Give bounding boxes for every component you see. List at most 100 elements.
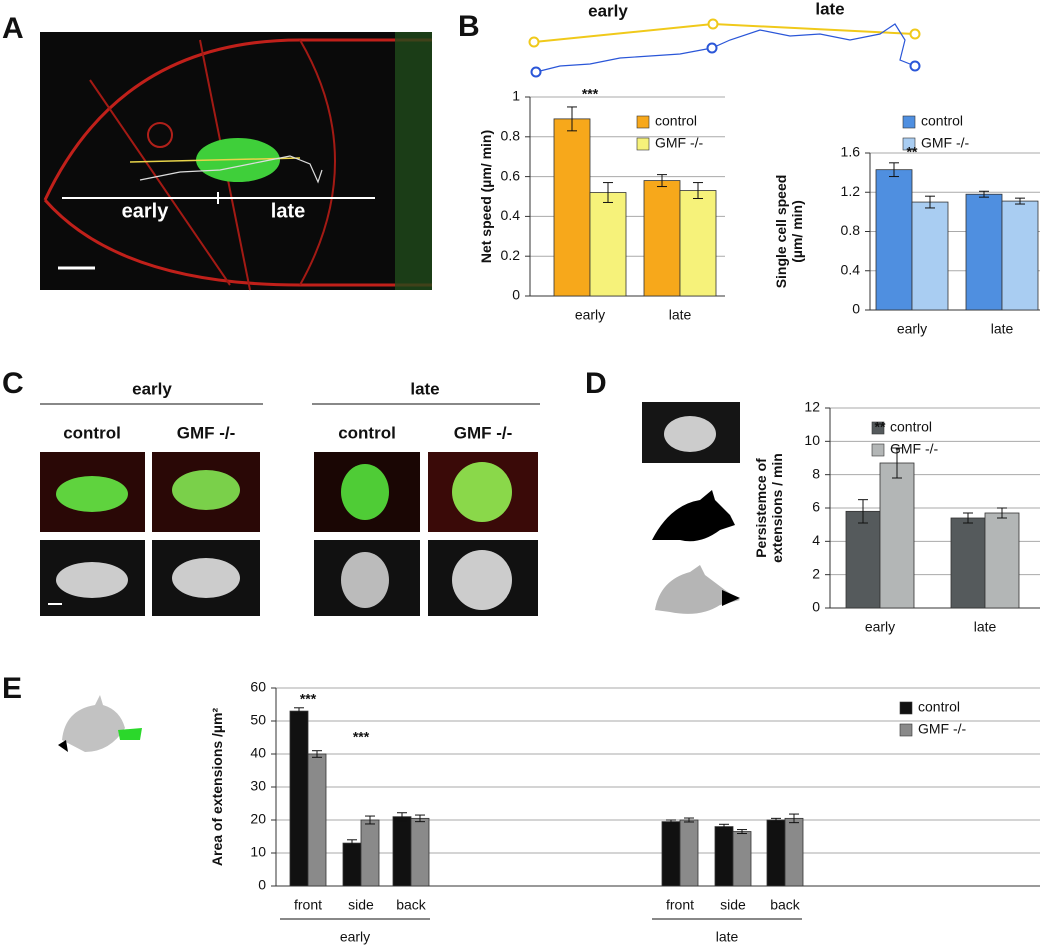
- error-bar: [858, 499, 868, 524]
- x-tick-label: early: [575, 307, 605, 323]
- x-tick-label: early: [897, 321, 927, 337]
- bar: [714, 826, 734, 887]
- y-tick-label: 10: [804, 432, 820, 448]
- bar: [342, 842, 362, 887]
- y-tick-label: 30: [250, 778, 266, 794]
- panel-letter: B: [458, 10, 480, 43]
- y-axis-label: Persistemce ofextensions / min: [753, 453, 785, 563]
- legend-swatch: [899, 701, 913, 715]
- trajectory: early late: [528, 0, 921, 78]
- x-tick-label: front: [666, 897, 694, 913]
- error-bar: [294, 707, 304, 715]
- legend-label: control: [890, 419, 932, 435]
- bar: [879, 462, 915, 609]
- bar: [553, 118, 591, 297]
- micrographs-c: early late control GMF -/- control GMF -…: [40, 379, 540, 616]
- error-bar: [1015, 197, 1025, 205]
- error-bar: [365, 815, 375, 825]
- y-tick-label: 40: [250, 745, 266, 761]
- x-tick-label: back: [770, 897, 801, 913]
- y-tick-label: 0.6: [501, 167, 521, 183]
- legend-swatch: [902, 115, 916, 129]
- y-tick-label: 4: [812, 532, 820, 548]
- legend-label: GMF -/-: [918, 721, 967, 737]
- bar: [965, 193, 1003, 311]
- bar: [679, 190, 717, 297]
- track-label: late: [815, 0, 844, 18]
- bar: [766, 819, 786, 887]
- track-label: early: [588, 1, 628, 20]
- bar: [360, 819, 380, 887]
- x-tick-label: side: [720, 897, 746, 913]
- y-tick-label: 0.8: [841, 222, 861, 238]
- bar: [784, 817, 804, 887]
- legend-swatch: [636, 115, 650, 129]
- condition-label: control: [338, 423, 396, 442]
- error-bar: [684, 817, 694, 823]
- error-bar: [737, 829, 747, 835]
- condition-label: GMF -/-: [177, 423, 236, 442]
- micrograph-a: early late: [40, 32, 432, 291]
- legend-swatch: [902, 137, 916, 151]
- legend-swatch: [871, 421, 885, 435]
- error-bar: [889, 162, 899, 178]
- error-bar: [347, 839, 357, 847]
- bar: [875, 169, 913, 311]
- error-bar: [963, 512, 973, 524]
- y-tick-label: 0: [852, 301, 860, 317]
- bar: [289, 710, 309, 887]
- region-label: late: [271, 200, 305, 222]
- bar: [845, 510, 881, 609]
- legend-swatch: [899, 723, 913, 737]
- panel-letter: D: [585, 367, 607, 400]
- group-label: early: [340, 929, 370, 945]
- bar: [732, 831, 752, 887]
- panel-letter: E: [2, 672, 22, 705]
- y-axis-label: Area of extensions /µm²: [209, 708, 225, 867]
- error-bar: [415, 814, 425, 823]
- error-bar: [666, 819, 676, 824]
- y-tick-label: 0: [812, 599, 820, 615]
- error-bar: [789, 813, 799, 824]
- bar: [1001, 200, 1039, 311]
- y-tick-label: 1.6: [841, 144, 861, 160]
- legend-label: control: [921, 113, 963, 129]
- panel-letter: C: [2, 367, 24, 400]
- y-axis-label-line: Area of extensions /µm²: [209, 708, 225, 867]
- y-tick-label: 50: [250, 712, 266, 728]
- bar: [307, 753, 327, 887]
- error-bar: [567, 106, 577, 132]
- x-tick-label: late: [991, 321, 1014, 337]
- bar: [661, 821, 681, 887]
- legend-label: control: [655, 113, 697, 129]
- significance: ***: [353, 729, 370, 745]
- significance: **: [907, 144, 918, 160]
- bar: [950, 517, 986, 609]
- bar: [911, 201, 949, 311]
- y-tick-label: 0.4: [841, 261, 861, 277]
- cell-shape-e: [58, 695, 142, 752]
- bar: [589, 192, 627, 297]
- x-tick-label: back: [396, 897, 427, 913]
- y-tick-label: 0.8: [501, 128, 521, 144]
- y-axis-label-line: Persistemce of: [753, 458, 769, 558]
- bar: [643, 180, 681, 297]
- y-tick-label: 0.2: [501, 247, 521, 263]
- legend-label: control: [918, 699, 960, 715]
- significance: **: [875, 419, 886, 435]
- group-label: late: [410, 379, 439, 398]
- y-tick-label: 2: [812, 565, 820, 581]
- significance: ***: [582, 86, 599, 102]
- group-label: early: [132, 379, 172, 398]
- y-axis-label-line: Net speed (µm/ min): [478, 130, 494, 263]
- y-axis-label: Net speed (µm/ min): [478, 130, 494, 263]
- y-tick-label: 8: [812, 465, 820, 481]
- condition-label: GMF -/-: [454, 423, 513, 442]
- bar: [679, 819, 699, 887]
- region-label: early: [122, 200, 170, 222]
- error-bar: [771, 817, 781, 823]
- y-tick-label: 0.4: [501, 207, 521, 223]
- y-axis-label: Single cell speed(µm/ min): [773, 175, 805, 289]
- group-label: late: [716, 929, 739, 945]
- x-tick-label: front: [294, 897, 322, 913]
